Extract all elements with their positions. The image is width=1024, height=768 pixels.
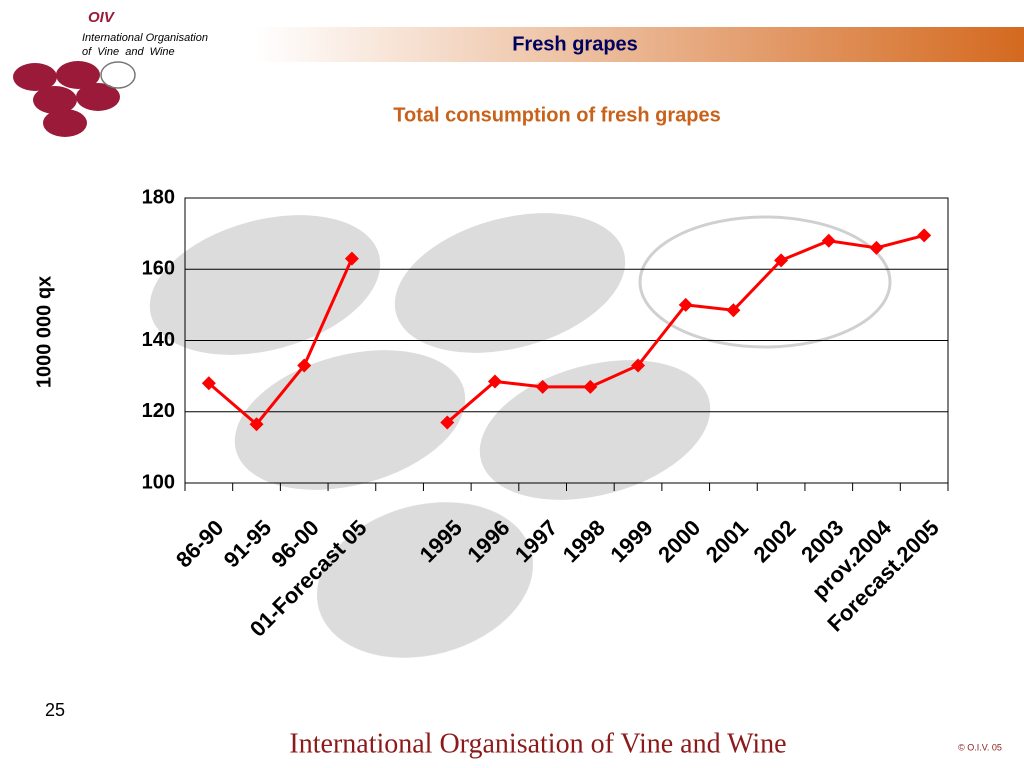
x-tick-label: 91-95	[219, 515, 276, 572]
point-marker	[297, 358, 312, 373]
y-tick-label: 180	[142, 186, 175, 208]
y-tick-label: 120	[142, 400, 175, 422]
point-marker	[583, 379, 598, 394]
point-marker	[821, 233, 836, 248]
x-tick-label: 1999	[605, 515, 657, 567]
point-marker	[726, 303, 741, 318]
footer: International Organisation of Vine and W…	[289, 728, 786, 759]
y-tick-label: 140	[142, 329, 175, 351]
point-marker	[631, 358, 646, 373]
org-line: of Vine and Wine	[82, 46, 175, 58]
point-marker	[440, 415, 455, 430]
org-line: International Organisation	[82, 32, 208, 44]
x-tick-label: 1998	[558, 515, 610, 567]
page-number: 25	[45, 700, 65, 720]
point-marker	[774, 253, 789, 268]
y-tick-label: 100	[142, 471, 175, 493]
logo-grapes	[13, 61, 136, 137]
x-tick-label: 2001	[701, 515, 753, 567]
background-decor	[149, 213, 892, 658]
y-axis-label: 1000 000 qx	[33, 276, 55, 388]
header-title: Fresh grapes	[512, 33, 638, 55]
copyright: © O.I.V. 05	[958, 742, 1002, 752]
x-tick-label: 2000	[653, 515, 705, 567]
logo-text: OIV	[88, 9, 116, 26]
point-marker	[344, 251, 359, 266]
point-marker	[487, 374, 502, 389]
chart-title: Total consumption of fresh grapes	[393, 104, 720, 126]
y-tick-label: 160	[142, 258, 175, 280]
point-marker	[535, 379, 550, 394]
point-marker	[201, 376, 216, 391]
point-marker	[869, 240, 884, 255]
header-bar	[0, 27, 1024, 62]
x-tick-label: 86-90	[171, 515, 228, 572]
x-tick-label: 2002	[748, 515, 800, 567]
point-marker	[917, 228, 932, 243]
point-marker	[249, 417, 264, 432]
point-marker	[678, 297, 693, 312]
